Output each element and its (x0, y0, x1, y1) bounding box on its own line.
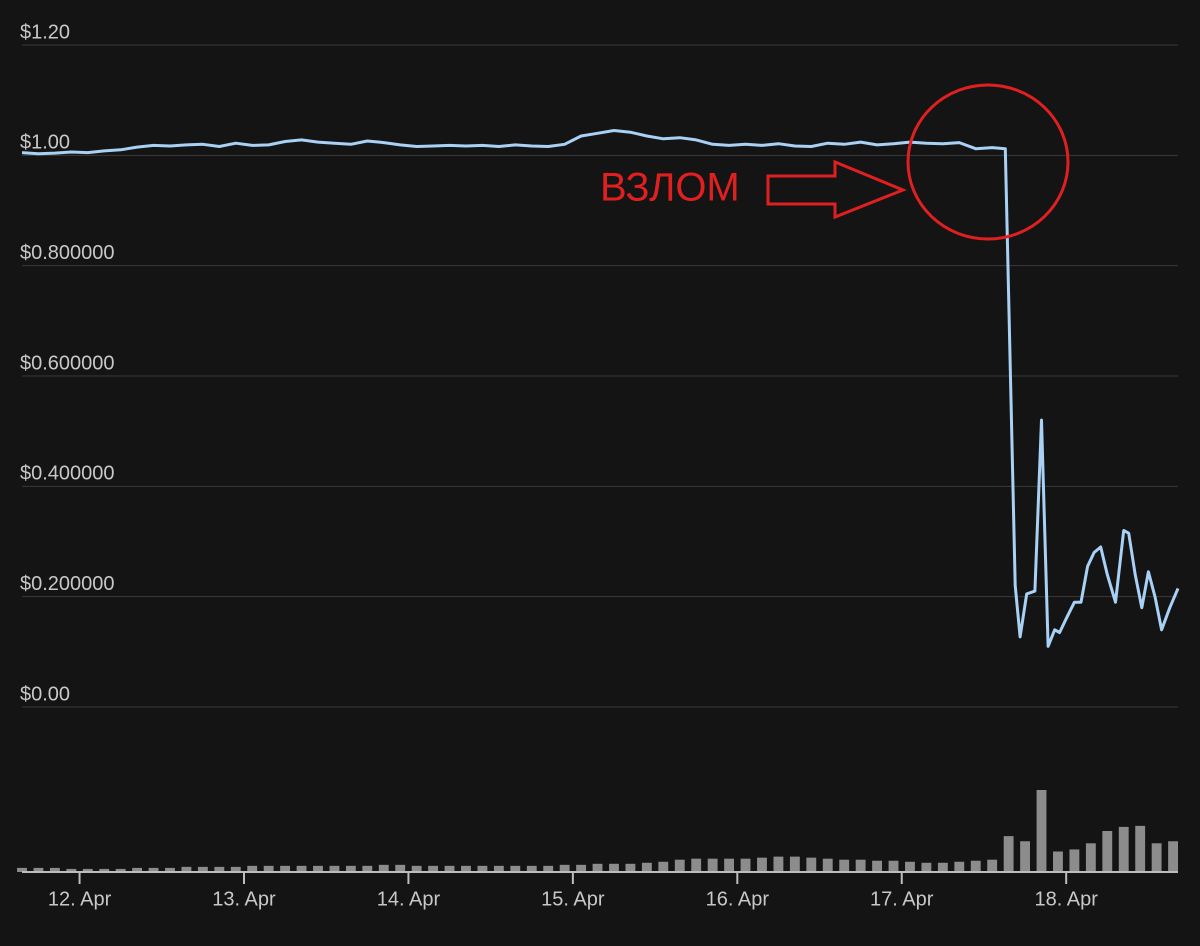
volume-bar (345, 865, 356, 872)
volume-bar (658, 861, 669, 872)
volume-bar (954, 861, 965, 872)
volume-bar (165, 867, 175, 872)
volume-bar (1085, 843, 1096, 872)
volume-bar (592, 863, 603, 872)
y-tick-label: $0.800000 (20, 242, 115, 264)
volume-bar (378, 864, 389, 872)
volume-bar (937, 862, 948, 872)
volume-bar (641, 862, 652, 872)
volume-bar (609, 863, 619, 872)
volume-bar (905, 861, 915, 872)
volume-bar (313, 865, 323, 872)
volume-bar (197, 866, 208, 872)
x-tick-label: 14. Apr (377, 888, 441, 910)
y-tick-label: $1.20 (20, 21, 70, 43)
volume-bar (921, 862, 932, 872)
volume-bar (99, 868, 110, 872)
y-tick-label: $0.200000 (20, 573, 115, 595)
annotation-arrow (766, 159, 908, 220)
volume-bar (839, 859, 850, 872)
y-tick-label: $0.600000 (20, 352, 115, 374)
x-tick-label: 13. Apr (212, 888, 276, 910)
volume-bar (247, 865, 258, 872)
volume-bar (970, 860, 981, 872)
y-tick-label: $0.400000 (20, 463, 115, 485)
volume-bar (477, 865, 488, 872)
volume-bar (1020, 841, 1031, 872)
volume-bar (1135, 825, 1146, 872)
volume-bar (543, 865, 554, 872)
y-tick-label: $0.00 (20, 683, 70, 705)
volume-bar (691, 858, 702, 872)
volume-bar (280, 865, 291, 872)
volume-bar (181, 866, 192, 872)
volume-bar (230, 866, 241, 872)
volume-bar (49, 867, 60, 872)
x-tick-label: 16. Apr (706, 888, 770, 910)
annotation-label: ВЗЛОМ (600, 166, 740, 210)
annotation-circle (906, 83, 1070, 241)
price-line (21, 129, 1180, 648)
volume-bar (214, 866, 225, 872)
volume-bar (132, 867, 143, 872)
volume-bar (66, 868, 77, 872)
volume-bar (987, 859, 998, 872)
volume-bar (576, 864, 587, 872)
volume-bar (740, 858, 751, 872)
volume-bar (806, 857, 817, 872)
volume-bar (428, 865, 439, 872)
volume-bar (411, 865, 422, 872)
volume-bar (526, 865, 537, 872)
volume-bar (82, 868, 93, 872)
volume-bar (444, 865, 455, 872)
volume-bar (33, 867, 44, 872)
volume-bar (329, 865, 340, 872)
volume-bar (17, 867, 27, 872)
volume-bar (1036, 790, 1047, 872)
volume-bar (1118, 826, 1129, 872)
volume-bar (1053, 851, 1063, 872)
volume-bar (888, 860, 899, 872)
x-tick-label: 18. Apr (1034, 888, 1098, 910)
volume-bar (674, 859, 685, 872)
volume-bar (872, 860, 883, 872)
volume-bar (789, 856, 800, 872)
y-tick-label: $1.00 (20, 132, 70, 154)
volume-bar (724, 858, 735, 872)
volume-bar (773, 856, 784, 872)
volume-bar (1168, 841, 1178, 872)
volume-bar (1069, 849, 1080, 872)
volume-bar (707, 858, 718, 872)
volume-bar (625, 863, 636, 872)
volume-bar (822, 858, 833, 872)
x-tick-label: 12. Apr (48, 888, 112, 910)
volume-bar (395, 864, 406, 872)
x-tick-label: 15. Apr (541, 888, 605, 910)
volume-bar (493, 865, 504, 872)
volume-bar (148, 867, 159, 872)
volume-bar (559, 864, 570, 872)
volume-bar (461, 865, 471, 872)
volume-bar (263, 865, 274, 872)
x-tick-label: 17. Apr (870, 888, 934, 910)
volume-bar (757, 857, 767, 872)
volume-bar (510, 865, 521, 872)
volume-bar (296, 865, 307, 872)
volume-bar (855, 859, 866, 872)
volume-bar (1102, 831, 1113, 872)
volume-bar (115, 868, 126, 872)
volume-bar (1151, 843, 1162, 872)
volume-bar (1003, 836, 1014, 872)
volume-bar (362, 865, 373, 872)
